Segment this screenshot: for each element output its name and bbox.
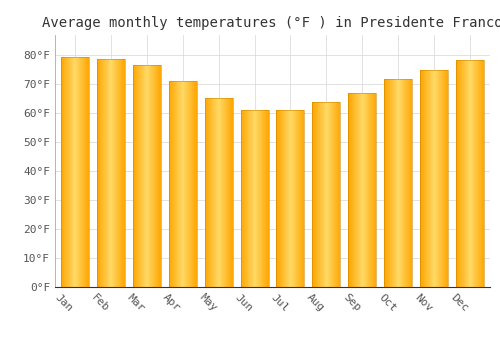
Bar (240, 110, 268, 287)
Bar (132, 65, 160, 287)
Bar (348, 93, 376, 287)
Bar (420, 70, 448, 287)
Bar (61, 57, 89, 287)
Bar (204, 98, 233, 287)
Bar (456, 60, 484, 287)
Bar (168, 81, 196, 287)
Bar (312, 103, 340, 287)
Bar (384, 79, 412, 287)
Bar (276, 110, 304, 287)
Title: Average monthly temperatures (°F ) in Presidente Franco: Average monthly temperatures (°F ) in Pr… (42, 16, 500, 30)
Bar (96, 59, 124, 287)
